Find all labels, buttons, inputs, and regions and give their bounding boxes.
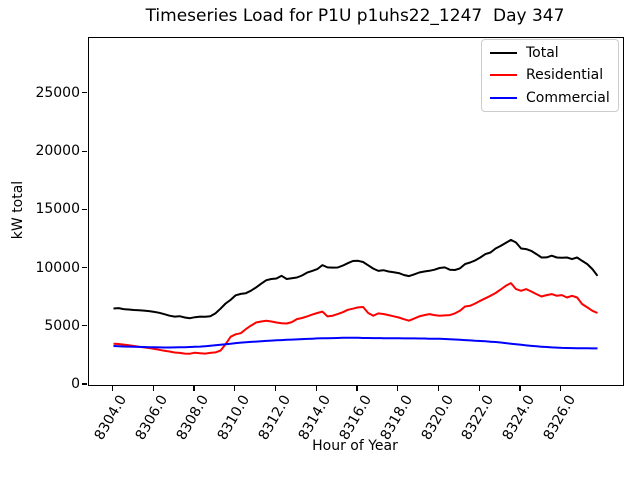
y-tick-mark [82, 208, 87, 210]
x-tick-label: 8314.0 [295, 392, 335, 443]
x-tick-mark [274, 386, 277, 391]
legend-line-total [490, 52, 517, 55]
x-tick-label: 8310.0 [214, 392, 253, 443]
y-tick-mark [82, 383, 87, 385]
legend-item-residential: Residential [482, 64, 618, 86]
x-tick-mark [397, 386, 399, 391]
y-tick-label: 25000 [35, 84, 80, 101]
y-tick-label: 10000 [35, 259, 80, 276]
x-tick-label: 8306.0 [132, 392, 172, 443]
y-tick-label: 20000 [35, 143, 80, 160]
y-tick-mark [82, 92, 87, 94]
x-tick-mark [152, 386, 154, 391]
y-tick-label: 0 [71, 376, 80, 392]
legend-label-residential: Residential [526, 67, 604, 84]
x-tick-mark [234, 386, 236, 391]
x-tick-mark [560, 386, 562, 391]
y-tick-mark [82, 266, 87, 269]
legend-line-commercial [490, 96, 517, 99]
x-tick-mark [519, 386, 521, 391]
legend-line-residential [490, 74, 517, 77]
x-tick-label: 8320.0 [418, 392, 457, 443]
series-line-total [113, 238, 599, 320]
series-plot [113, 238, 599, 355]
y-tick-mark [82, 150, 87, 152]
legend: Total Residential Commercial [481, 39, 619, 112]
x-tick-mark [193, 386, 195, 391]
x-tick-label: 8318.0 [377, 392, 416, 443]
legend-item-total: Total [482, 42, 618, 64]
x-tick-label: 8322.0 [458, 392, 498, 443]
x-tick-mark [437, 386, 440, 391]
x-tick-label: 8324.0 [499, 392, 539, 443]
x-tick-mark [478, 386, 480, 391]
y-tick-label: 15000 [35, 201, 80, 218]
x-axis-label: Hour of Year [312, 438, 398, 454]
x-tick-label: 8304.0 [92, 392, 131, 443]
legend-label-commercial: Commercial [526, 89, 610, 106]
x-tick-label: 8312.0 [255, 392, 294, 443]
x-tick-mark [111, 386, 114, 391]
chart-title: Timeseries Load for P1U p1uhs22_1247 Day… [145, 6, 565, 26]
series-line-commercial [113, 336, 598, 350]
x-tick-label: 8308.0 [173, 392, 212, 443]
y-tick-label: 5000 [44, 317, 80, 334]
x-tick-mark [356, 386, 358, 391]
y-tick-mark [82, 325, 87, 327]
y-axis-label: kW total [10, 180, 26, 240]
series-line-residential [113, 282, 598, 355]
x-tick-label: 8326.0 [540, 392, 579, 443]
x-tick-mark [315, 386, 317, 391]
legend-label-total: Total [526, 45, 559, 62]
x-tick-label: 8316.0 [336, 392, 376, 443]
legend-item-commercial: Commercial [482, 87, 618, 109]
